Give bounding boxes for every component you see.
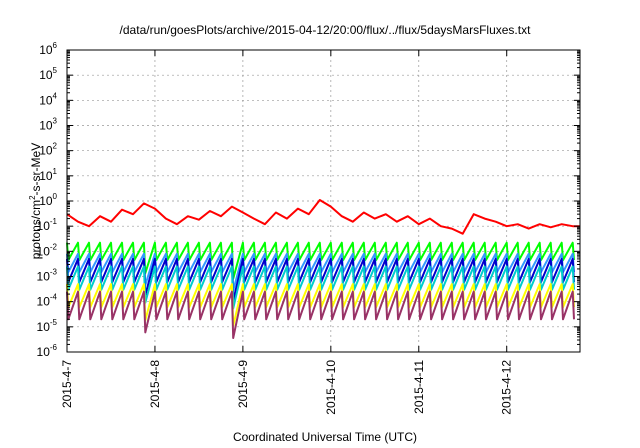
y-tick-label-base: 10: [37, 244, 51, 258]
chart-title: /data/run/goesPlots/archive/2015-04-12/2…: [120, 23, 532, 37]
x-axis-label: Coordinated Universal Time (UTC): [233, 430, 417, 444]
y-axis-label-exp: 2: [28, 195, 37, 200]
series-line: [66, 199, 580, 235]
ticks: [66, 49, 580, 353]
y-axis-label-unit: protons/cm: [29, 200, 43, 259]
y-axis-label: protons/cm2-s-sr-MeV: [28, 143, 43, 259]
y-tick-label-base: 10: [39, 68, 53, 82]
x-tick-label: 2015-4-9: [236, 360, 250, 408]
y-tick-label: 10-6: [37, 343, 58, 359]
y-tick-label: 10-1: [37, 217, 58, 233]
y-tick-label-base: 10: [39, 119, 53, 133]
y-tick-label-base: 10: [37, 219, 51, 233]
y-tick-label-base: 10: [37, 320, 51, 334]
y-tick-label-exp: 6: [53, 41, 58, 50]
y-tick-label-base: 10: [37, 295, 51, 309]
series-group: [66, 199, 580, 339]
series-line: [66, 241, 575, 280]
y-tick-label-base: 10: [39, 194, 53, 208]
y-tick-label: 100: [39, 192, 57, 208]
y-tick-label-exp: -6: [50, 343, 58, 352]
y-tick-label: 103: [39, 117, 57, 133]
y-tick-label: 102: [39, 142, 57, 158]
y-tick-label: 10-4: [37, 293, 58, 309]
y-tick-label-exp: -3: [50, 268, 58, 277]
y-tick-label-exp: 3: [53, 117, 58, 126]
series-line: [66, 290, 575, 339]
y-tick-label-exp: 0: [53, 192, 58, 201]
x-tick-label: 2015-4-8: [148, 360, 162, 408]
x-tick-label: 2015-4-11: [412, 360, 426, 414]
y-tick-label-exp: -1: [50, 217, 58, 226]
y-tick-label-exp: -5: [50, 318, 58, 327]
y-tick-label-exp: -2: [50, 242, 58, 251]
y-tick-label: 10-5: [37, 318, 58, 334]
y-tick-label: 10-3: [37, 268, 58, 284]
y-tick-label: 106: [39, 41, 57, 57]
x-tick-label: 2015-4-12: [500, 360, 514, 415]
y-tick-label: 105: [39, 66, 57, 82]
y-tick-labels: 10-610-510-410-310-210-11001011021031041…: [37, 41, 58, 359]
y-tick-label-base: 10: [39, 144, 53, 158]
y-tick-label-base: 10: [39, 169, 53, 183]
series-line: [66, 265, 575, 310]
y-tick-label-base: 10: [39, 93, 53, 107]
y-tick-label-base: 10: [39, 43, 53, 57]
y-tick-label-base: 10: [37, 345, 51, 359]
y-tick-label: 101: [39, 167, 57, 183]
y-tick-label-exp: -4: [50, 293, 58, 302]
x-tick-label: 2015-4-10: [324, 360, 338, 415]
y-tick-label-exp: 5: [53, 66, 58, 75]
y-tick-label: 104: [39, 91, 57, 107]
y-axis-label-rest: -s-sr-MeV: [29, 143, 43, 196]
y-tick-label-exp: 2: [53, 142, 58, 151]
y-tick-label-base: 10: [37, 270, 51, 284]
x-tick-label: 2015-4-7: [60, 360, 74, 408]
x-tick-labels: 2015-4-7 2015-4-8 2015-4-9 2015-4-10 2015-4-…: [60, 360, 514, 415]
y-tick-label-exp: 1: [53, 167, 58, 176]
y-tick-label-exp: 4: [53, 91, 58, 100]
y-tick-label: 10-2: [37, 242, 58, 258]
